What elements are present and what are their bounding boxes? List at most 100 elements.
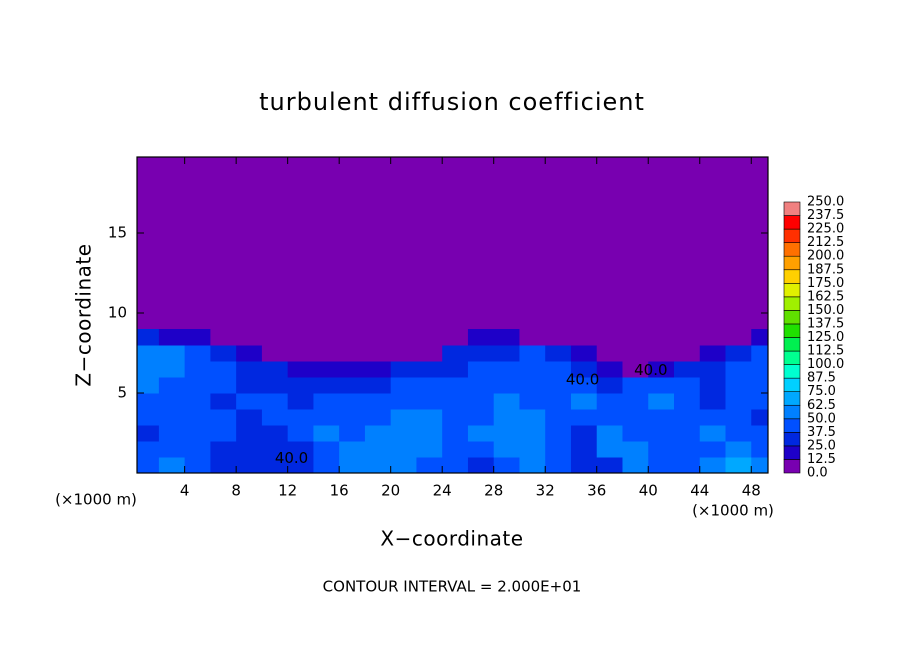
field-cell xyxy=(339,457,366,473)
x-tick-label: 4 xyxy=(180,482,190,500)
field-cell xyxy=(236,377,263,394)
colorbar-swatch xyxy=(783,445,801,460)
field-cell xyxy=(313,329,340,346)
field-cell xyxy=(210,441,237,458)
field-cell xyxy=(390,425,417,442)
field-cell xyxy=(416,361,443,378)
y-axis-label: Z−coordinate xyxy=(72,243,96,386)
colorbar-swatch xyxy=(783,459,801,474)
field-cell xyxy=(648,377,675,394)
field-cell xyxy=(313,393,340,410)
colorbar-label: 50.0 xyxy=(807,411,836,426)
field-cell xyxy=(137,409,160,426)
field-cell xyxy=(184,441,211,458)
field-cell xyxy=(673,425,701,442)
colorbar-swatch xyxy=(783,350,801,365)
colorbar-label: 150.0 xyxy=(807,303,844,318)
field-cell xyxy=(545,441,572,458)
x-tick-label: 8 xyxy=(231,482,241,500)
field-cell xyxy=(364,361,392,378)
field-cell xyxy=(339,329,366,346)
colorbar-label: 125.0 xyxy=(807,330,844,345)
field-cell xyxy=(467,409,495,426)
field-cell xyxy=(545,329,572,346)
colorbar-swatch xyxy=(783,242,801,257)
field-cell xyxy=(184,329,211,346)
field-cell xyxy=(442,457,469,473)
field-cell xyxy=(519,457,546,473)
field-cell xyxy=(545,393,572,410)
field-cell xyxy=(158,441,186,458)
x-tick-label: 16 xyxy=(330,482,349,500)
colorbar-label: 25.0 xyxy=(807,438,836,453)
field-cell xyxy=(390,441,417,458)
field-cell xyxy=(622,345,649,362)
field-cell xyxy=(390,329,417,346)
colorbar-label: 87.5 xyxy=(807,371,836,386)
field-cell xyxy=(364,457,392,473)
field-cell xyxy=(236,393,263,410)
field-cell xyxy=(519,441,546,458)
colorbar-swatch xyxy=(783,296,801,311)
field-cell xyxy=(236,409,263,426)
field-cell xyxy=(725,393,752,410)
field-cell xyxy=(519,329,546,346)
y-tick-label: 10 xyxy=(108,304,127,322)
field-cell xyxy=(442,329,469,346)
colorbar-label: 237.5 xyxy=(807,208,844,223)
field-cell xyxy=(467,345,495,362)
field-cell xyxy=(236,457,263,473)
field-cell xyxy=(236,441,263,458)
field-cell xyxy=(648,361,675,378)
field-cell xyxy=(467,425,495,442)
colorbar-swatch xyxy=(783,282,801,298)
field-cell xyxy=(493,441,520,458)
y-tick-label: 15 xyxy=(108,224,127,242)
field-cell xyxy=(339,345,366,362)
field-cell xyxy=(648,425,675,442)
field-cell xyxy=(442,345,469,362)
field-cell xyxy=(570,441,598,458)
field-cell xyxy=(570,329,598,346)
field-cell xyxy=(596,409,623,426)
field-cell xyxy=(364,441,392,458)
x-tick-label: 12 xyxy=(278,482,297,500)
field-cell xyxy=(158,457,186,473)
field-cell xyxy=(137,441,160,458)
field-cell xyxy=(751,345,768,362)
field-cell xyxy=(261,441,289,458)
field-cell xyxy=(519,425,546,442)
field-cell xyxy=(184,457,211,473)
field-cell xyxy=(287,361,314,378)
field-cell xyxy=(261,345,289,362)
field-cell xyxy=(261,361,289,378)
colorbar-label: 12.5 xyxy=(807,452,836,467)
field-cell xyxy=(673,345,701,362)
field-cell xyxy=(210,329,237,346)
field-cell xyxy=(725,377,752,394)
field-cell xyxy=(622,377,649,394)
field-cell xyxy=(261,457,289,473)
field-cell xyxy=(699,345,727,362)
field-cell xyxy=(261,377,289,394)
field-cell xyxy=(673,361,701,378)
colorbar-swatch xyxy=(783,255,801,271)
colorbar-swatch xyxy=(783,391,801,406)
field-cell xyxy=(467,361,495,378)
field-cell xyxy=(751,377,768,394)
field-cell xyxy=(467,393,495,410)
field-cell xyxy=(725,425,752,442)
colorbar-label: 225.0 xyxy=(807,222,844,237)
field-cell xyxy=(287,441,314,458)
field-cell xyxy=(622,457,649,473)
field-cell xyxy=(339,377,366,394)
field-cell xyxy=(364,377,392,394)
field-cell xyxy=(158,329,186,346)
x-tick-label: 24 xyxy=(433,482,452,500)
colorbar-swatch xyxy=(783,337,801,352)
field-cell xyxy=(416,425,443,442)
field-cell xyxy=(648,409,675,426)
field-cell xyxy=(596,377,623,394)
field-cell xyxy=(313,345,340,362)
field-cell xyxy=(493,345,520,362)
